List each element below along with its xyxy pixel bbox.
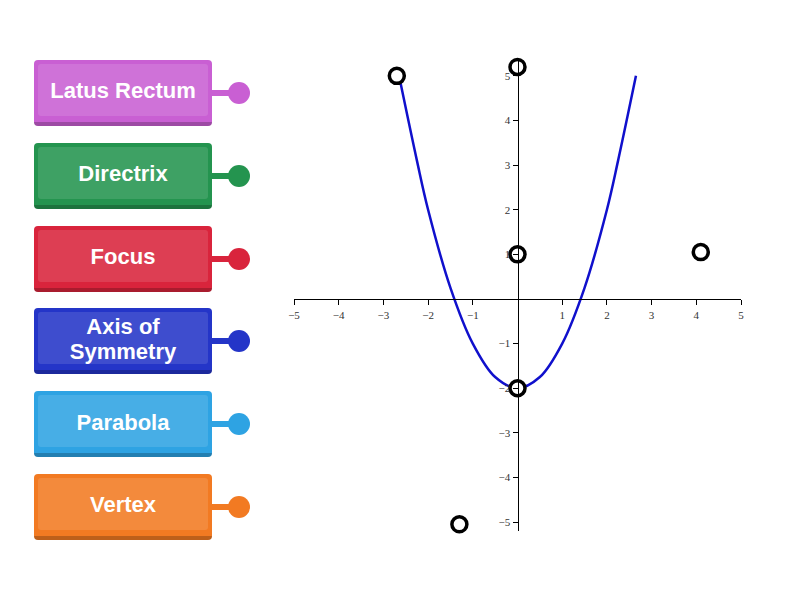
svg-text:−3: −3 [378,309,390,321]
svg-text:−5: −5 [288,309,300,321]
svg-text:−1: −1 [467,309,479,321]
html-text:Directrix: Directrix [78,161,168,187]
svg-text:3: 3 [649,309,655,321]
svg-text:−2: −2 [422,309,434,321]
svg-text:−2: −2 [499,382,511,394]
svg-text:5: 5 [738,309,744,321]
svg-text:1: 1 [505,248,511,260]
svg-text:−3: −3 [499,427,511,439]
svg-text:−4: −4 [333,309,345,321]
html-text:Vertex: Vertex [90,492,156,518]
html-text:Axis of Symmetry: Axis of Symmetry [69,314,177,365]
svg-text:1: 1 [559,309,565,321]
html-text:Parabola: Parabola [76,409,170,435]
svg-text:2: 2 [604,309,610,321]
svg-text:2: 2 [505,204,511,216]
svg-text:−4: −4 [499,471,511,483]
svg-text:4: 4 [694,309,700,321]
svg-text:−1: −1 [499,337,511,349]
svg-text:4: 4 [505,114,511,126]
svg-text:5: 5 [505,70,511,82]
html-text:Focus: Focus [90,243,156,269]
html-text:Latus Rectum: Latus Rectum [50,78,196,104]
svg-text:3: 3 [505,159,511,171]
svg-text:−5: −5 [499,516,511,528]
